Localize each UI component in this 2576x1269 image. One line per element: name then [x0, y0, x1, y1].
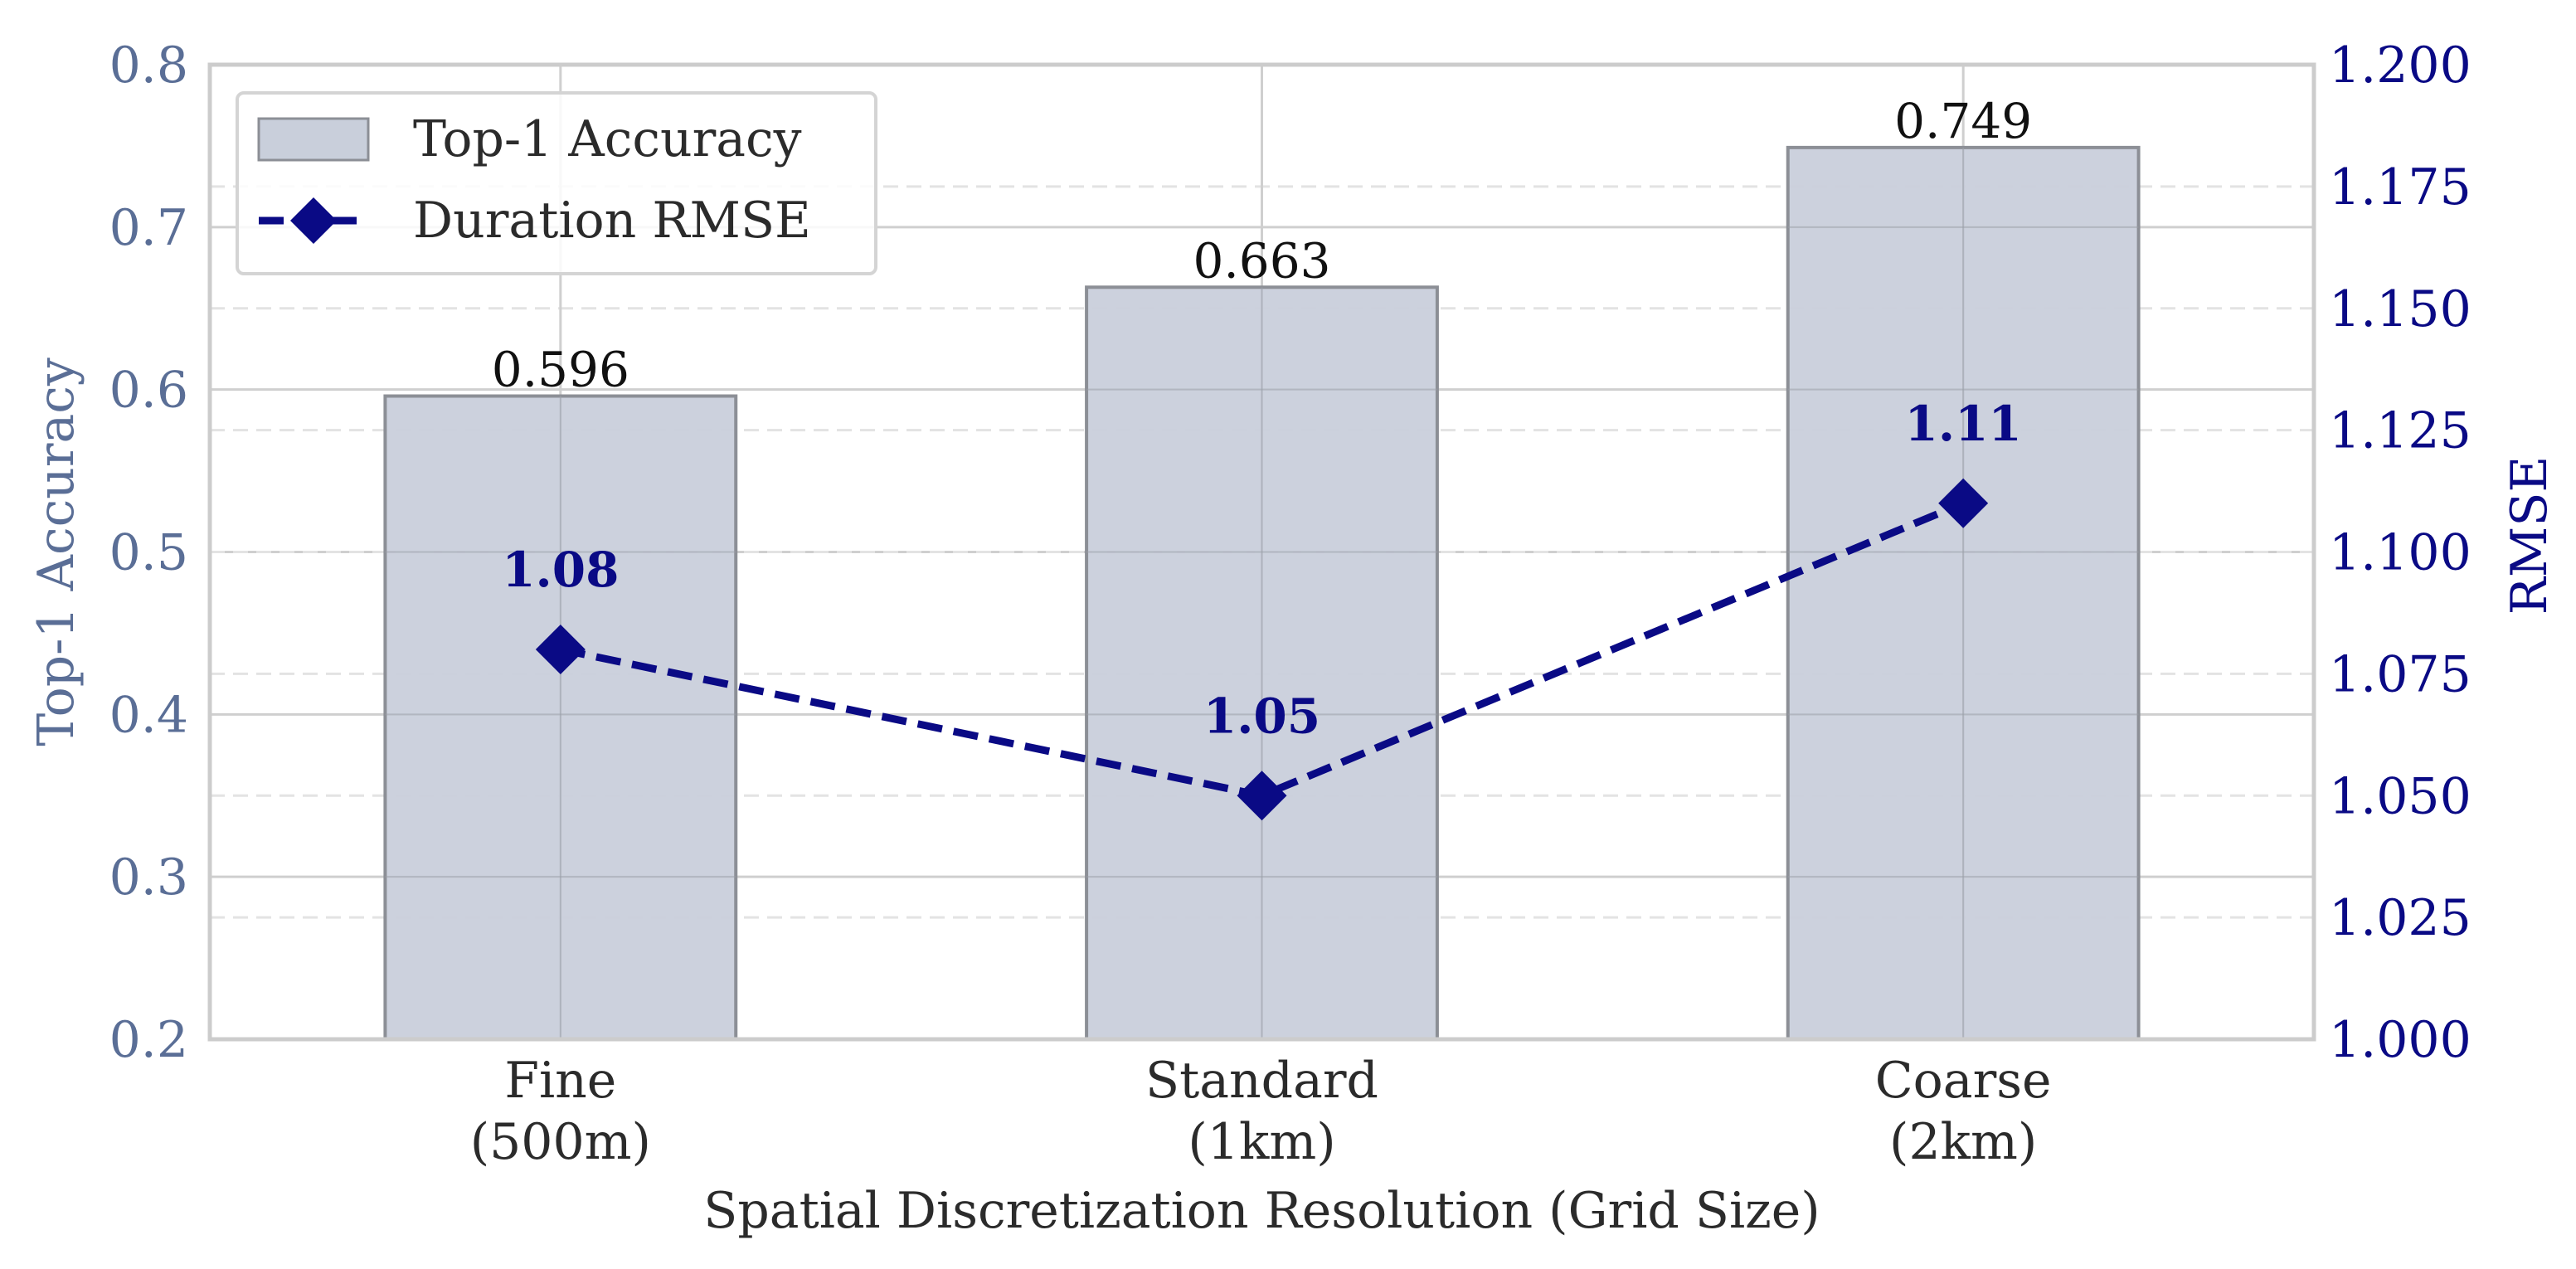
- y-tick-right: 1.150: [2329, 280, 2472, 338]
- bar-value-label: 0.596: [492, 342, 629, 398]
- y-tick-left: 0.6: [109, 362, 188, 420]
- line-layer: [535, 478, 1989, 821]
- y-tick-left: 0.5: [109, 524, 188, 582]
- y-tick-right: 1.025: [2329, 889, 2472, 947]
- y-axis-label-left: Top-1 Accuracy: [27, 357, 85, 746]
- legend-diamond-marker: [290, 197, 337, 244]
- y-tick-left: 0.3: [109, 848, 188, 907]
- y-tick-right: 1.075: [2329, 645, 2472, 703]
- x-tick-label: Fine (500m): [470, 1052, 651, 1171]
- x-tick-label: Coarse (2km): [1875, 1052, 2052, 1171]
- legend-label-accuracy: Top-1 Accuracy: [413, 110, 802, 168]
- y-tick-right: 1.200: [2329, 36, 2472, 95]
- x-axis-label: Spatial Discretization Resolution (Grid …: [703, 1182, 1820, 1240]
- legend-box: [236, 91, 877, 275]
- data-labels-layer: 0.596 0.663 0.749 1.08 1.05 1.11: [492, 93, 2032, 744]
- legend-bar-swatch: [257, 117, 370, 162]
- y-tick-left: 0.4: [109, 686, 188, 744]
- plot-border: [207, 62, 2316, 1042]
- rmse-marker: [535, 625, 586, 674]
- rmse-value-label: 1.08: [502, 542, 619, 598]
- y-tick-left: 0.7: [109, 199, 188, 257]
- rmse-value-label: 1.11: [1905, 396, 2022, 452]
- y-tick-right: 1.125: [2329, 402, 2472, 460]
- rmse-marker: [1237, 771, 1287, 821]
- y-tick-left: 0.2: [109, 1011, 188, 1069]
- legend-label-rmse: Duration RMSE: [413, 192, 811, 250]
- y-axis-label-right: RMSE: [2501, 456, 2559, 615]
- bar-value-label: 0.749: [1894, 93, 2032, 149]
- y-tick-left: 0.8: [109, 36, 188, 95]
- y-tick-right: 1.100: [2329, 524, 2472, 582]
- legend: Top-1 Accuracy Duration RMSE: [236, 91, 877, 275]
- x-tick-label: Standard (1km): [1145, 1052, 1378, 1171]
- y-tick-right: 1.050: [2329, 767, 2472, 825]
- ticks-layer: 0.2 0.3 0.4 0.5 0.6 0.7 0.8 1.000 1.025 1.050 1.07…: [109, 36, 2472, 1171]
- y-tick-right: 1.000: [2329, 1011, 2472, 1069]
- rmse-value-label: 1.05: [1203, 688, 1320, 744]
- bars-layer: [383, 145, 2141, 1041]
- bar-value-label: 0.663: [1193, 232, 1330, 289]
- plot-frame: [207, 62, 2316, 1042]
- rmse-marker: [1938, 478, 1989, 528]
- y-tick-right: 1.175: [2329, 158, 2472, 216]
